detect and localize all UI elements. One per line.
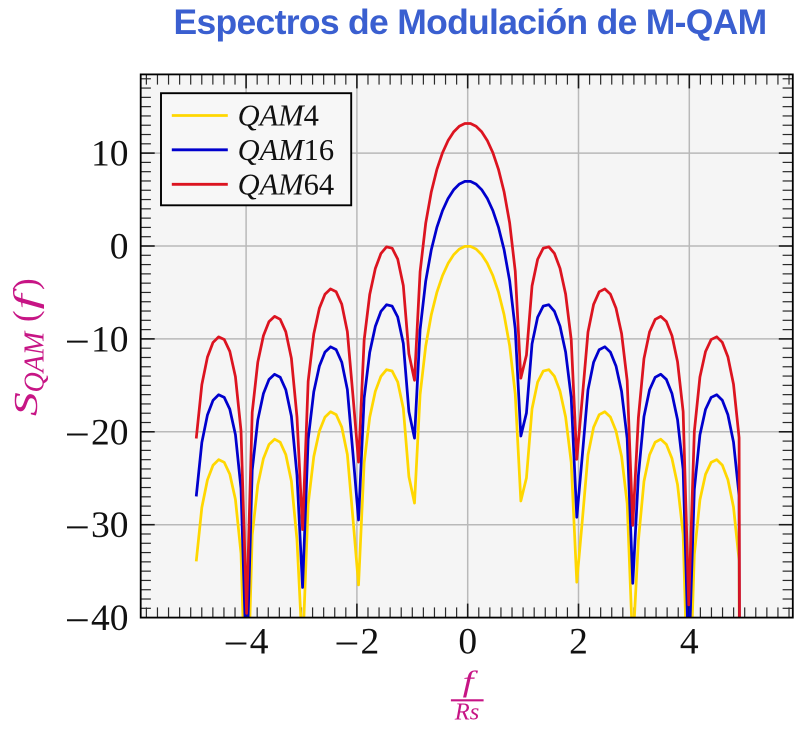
svg-text:4: 4 [250, 621, 269, 662]
svg-text:20: 20 [91, 412, 129, 453]
svg-text:2: 2 [569, 621, 588, 662]
svg-text:0: 0 [458, 621, 477, 662]
svg-text:0: 0 [110, 227, 129, 268]
svg-text:QAM: QAM [20, 330, 51, 392]
svg-text:10: 10 [91, 134, 129, 175]
svg-text:(: ( [6, 310, 45, 322]
svg-text:QAM4: QAM4 [238, 99, 319, 133]
svg-text:S: S [7, 392, 45, 416]
svg-text:): ) [6, 278, 45, 290]
svg-text:QAM16: QAM16 [238, 133, 335, 167]
svg-text:Espectros de Modulación de M-Q: Espectros de Modulación de M-QAM [174, 2, 767, 42]
svg-text:2: 2 [361, 621, 380, 662]
svg-text:40: 40 [91, 598, 129, 639]
svg-text:QAM64: QAM64 [238, 168, 335, 202]
svg-text:30: 30 [91, 505, 129, 546]
svg-text:Rs: Rs [454, 699, 480, 726]
svg-text:10: 10 [91, 319, 129, 360]
svg-text:4: 4 [680, 621, 699, 662]
